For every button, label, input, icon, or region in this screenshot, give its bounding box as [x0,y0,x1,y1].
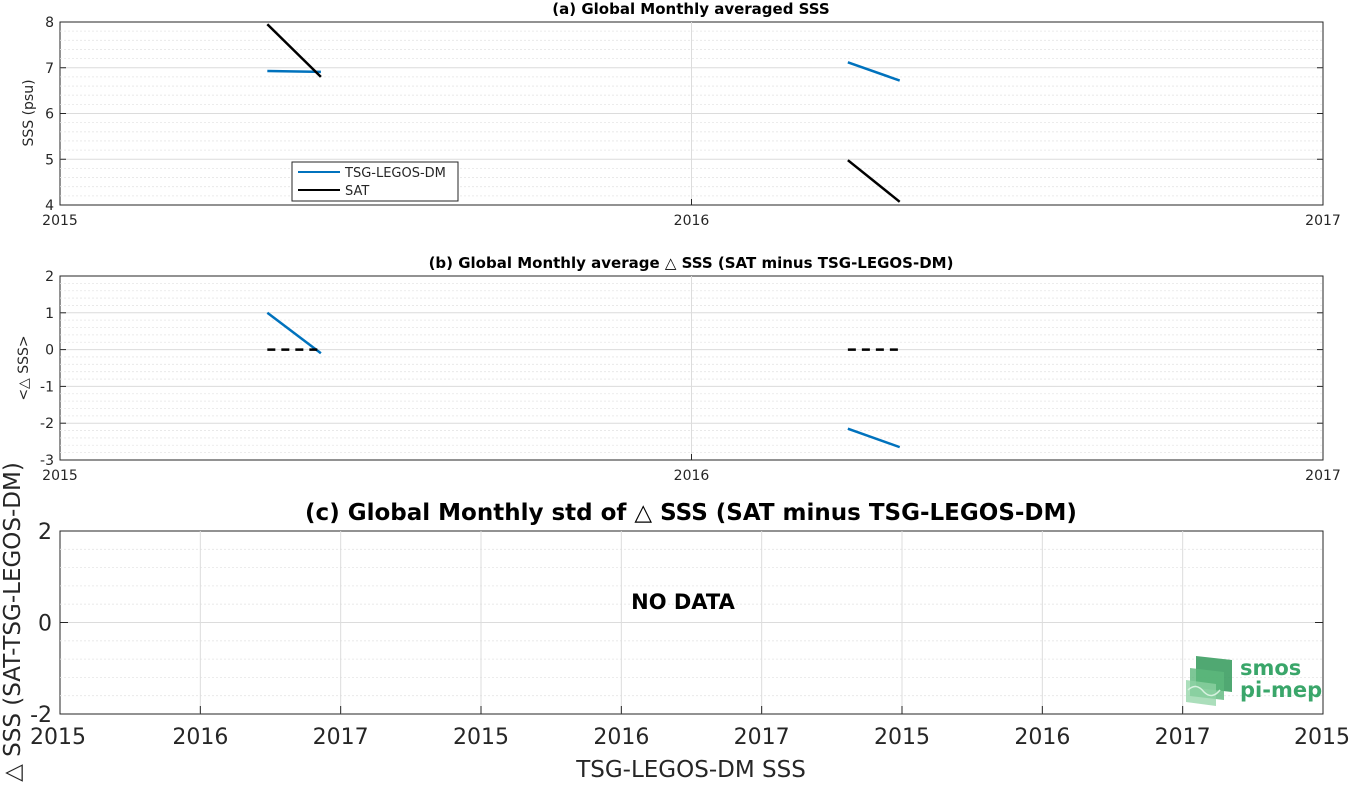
x-tick-label: 2015 [453,725,509,750]
panel-c-x-ticks: 2015 2016 2017 2015 2016 2017 2015 2016 2017 2015 [30,706,1350,750]
panel-b-grid [60,276,1323,460]
logo-text-smos: smos [1240,656,1301,680]
x-tick-label: 2016 [1014,725,1070,750]
legend-box [291,161,459,202]
panel-c-xlabel: TSG-LEGOS-DM SSS [575,757,806,783]
panel-b-y-ticks: -3 -2 -1 0 1 2 [40,269,1323,469]
y-tick-label: -3 [40,453,54,469]
panel-c: -202 2015 2016 2017 2015 2016 2017 2015 2016 201… [0,462,1350,783]
panel-a: 4 5 6 7 8 2015 2016 2017 (a) Global Monthly av… [21,0,1341,229]
x-tick-label: 2016 [674,213,710,229]
x-tick-label: 2015 [30,725,86,750]
y-tick-label: 2 [45,269,54,285]
y-tick-label: 1 [45,306,54,322]
y-tick-label: -2 [40,416,54,432]
x-tick-label: 2017 [734,725,790,750]
y-tick-label: 7 [45,61,54,77]
panel-c-ylabel: △ SSS (SAT-TSG-LEGOS-DM) [0,462,26,782]
logo-text-pimep: pi-mep [1240,678,1322,702]
y-tick-label: 4 [45,198,54,214]
x-tick-label: 2015 [42,213,78,229]
panel-a-title: (a) Global Monthly averaged SSS [552,0,829,18]
panel-c-y-ticks: -2 0 2 [30,520,1323,728]
y-tick-label: 0 [45,343,54,359]
panel-b-title: (b) Global Monthly average △ SSS (SAT mi… [429,254,954,272]
smos-pi-mep-logo: smos pi-mep [1186,656,1322,706]
series-line-delta-sss [266,311,322,355]
x-tick-label: 2016 [172,725,228,750]
x-tick-label: 2017 [1305,213,1341,229]
legend-label-sat: SAT [345,184,369,199]
y-tick-label: 2 [38,520,52,545]
panel-c-title: (c) Global Monthly std of △ SSS (SAT min… [305,500,1077,526]
panel-a-legend: TSG-LEGOS-DM SAT [291,161,459,202]
x-tick-label: 2015 [874,725,930,750]
x-tick-label: 2017 [313,725,369,750]
logo-emblem-icon [1186,656,1232,706]
y-tick-label: 8 [45,15,54,31]
y-tick-label: -2 [30,703,52,728]
y-tick-label: 6 [45,107,54,123]
x-tick-label: 2015 [42,468,78,484]
y-tick-label: 5 [45,152,54,168]
panel-b-ylabel: <△ SSS> [16,335,32,400]
panel-b: -3 -2 -1 0 1 2 2015 2016 2017 (b) Global Monthl… [16,254,1341,484]
x-tick-label: 2016 [674,468,710,484]
panel-c-grid [60,531,1323,714]
panel-a-grid [60,22,1323,205]
panel-a-ylabel: SSS (psu) [21,79,37,146]
legend-label-tsg: TSG-LEGOS-DM [344,166,446,181]
x-tick-label: 2016 [593,725,649,750]
x-tick-label: 2017 [1155,725,1211,750]
x-tick-label: 2015 [1294,725,1350,750]
series-line-sat [266,23,322,78]
no-data-annotation: NO DATA [631,590,735,614]
panel-a-x-ticks: 2015 2016 2017 [42,199,1341,229]
y-tick-label: 0 [38,612,52,637]
panel-a-y-ticks: 4 5 6 7 8 [45,15,1323,214]
series-line-sat [847,159,901,203]
series-line-delta-sss [847,427,901,449]
y-tick-label: -1 [40,379,54,395]
panel-a-series [266,23,901,203]
panel-b-x-ticks: 2015 2016 2017 [42,454,1341,484]
series-line-tsg-legos-dm [267,69,321,74]
panel-b-series [266,311,901,449]
series-line-tsg-legos-dm [847,61,901,82]
x-tick-label: 2017 [1305,468,1341,484]
